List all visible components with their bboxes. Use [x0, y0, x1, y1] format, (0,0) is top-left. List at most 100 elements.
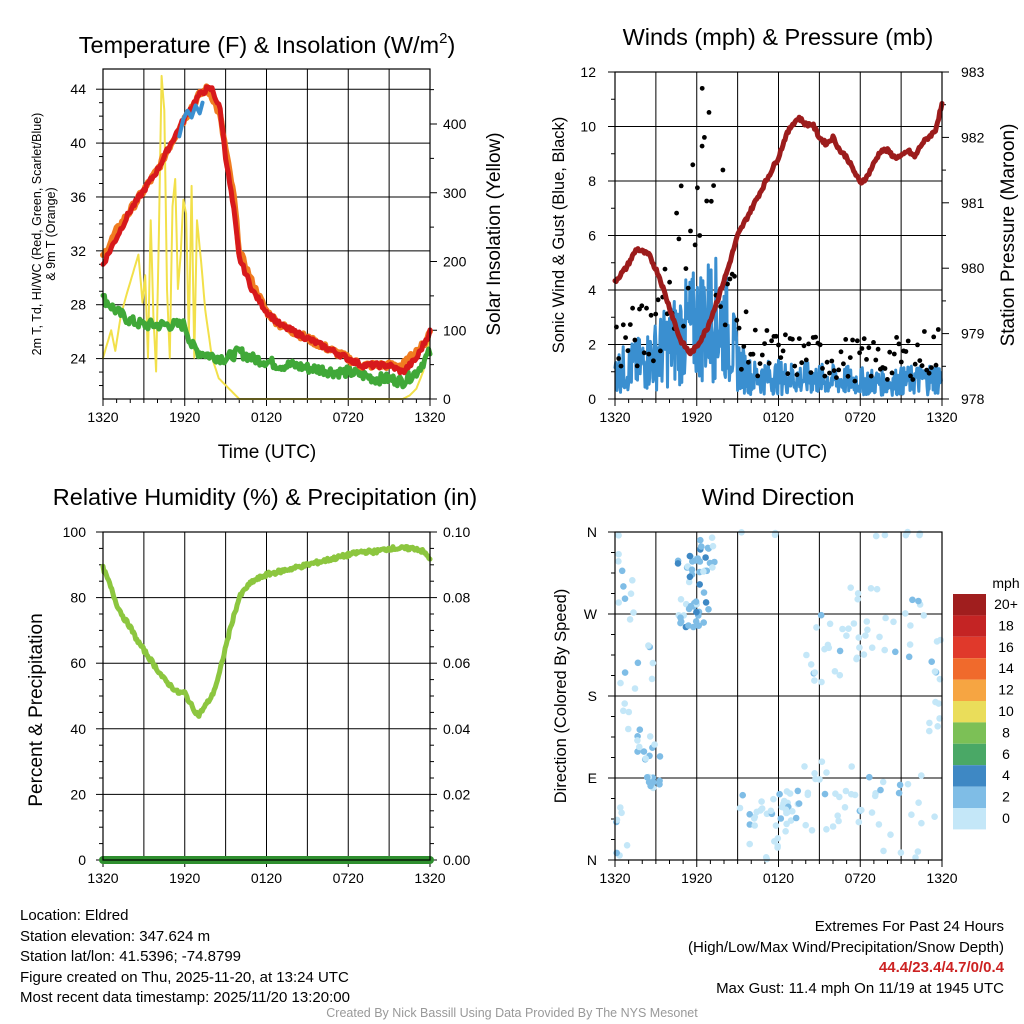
wind-direction-point [617, 679, 624, 687]
station-latlon: Station lat/lon: 41.5396; -74.8799 [20, 948, 242, 965]
legend-swatch [953, 786, 986, 808]
gust-point [776, 342, 781, 348]
wind-direction-point [617, 804, 624, 811]
wind-direction-point [811, 677, 818, 684]
gust-point [697, 233, 703, 238]
legend-swatch [953, 701, 986, 723]
wind-direction-point [770, 795, 777, 803]
wind-direction-point [823, 826, 830, 833]
x-tick-label: 1320 [926, 870, 957, 886]
gust-point [935, 327, 941, 332]
wind-direction-point [620, 707, 627, 715]
wind-direction-point [677, 614, 684, 621]
legend-swatch [953, 594, 986, 616]
wind-direction-point [694, 555, 702, 562]
wind-direction-point [636, 726, 644, 733]
wind-direction-point [688, 566, 696, 573]
y-tick-label-left: E [588, 770, 597, 786]
gust-point [755, 373, 761, 379]
gust-point [894, 335, 899, 340]
gust-point [651, 358, 656, 364]
gust-point [785, 371, 791, 377]
gust-point [796, 336, 802, 341]
gust-point [618, 363, 624, 369]
gust-point [817, 342, 823, 348]
x-tick-label: 0720 [845, 409, 876, 425]
wind-direction-point [630, 609, 637, 616]
y-tick-label-right: 981 [961, 195, 985, 211]
gust-point [871, 340, 876, 345]
wind-direction-point [690, 623, 697, 631]
max-gust-point [699, 85, 705, 91]
y-tick-label-left: 24 [70, 351, 86, 367]
gust-point [725, 281, 730, 287]
wind-direction-point [931, 813, 938, 820]
y-tick-label-right: 400 [443, 116, 467, 132]
wind-direction-point [854, 595, 861, 603]
wind-direction-point [613, 849, 620, 857]
wind-direction-point [792, 814, 800, 822]
wind-direction-point [774, 842, 781, 850]
temperature-panel: 1320 1920 0120 0720 1320 24 28 32 36 40 44 0 100 200 3… [30, 30, 505, 463]
wind-direction-point [697, 536, 704, 544]
legend-swatch [953, 743, 986, 766]
wind-direction-point [847, 584, 854, 591]
gust-point [757, 361, 763, 366]
gust-point [847, 355, 853, 360]
plot-frame [102, 531, 431, 861]
y-tick-label-right: 979 [961, 326, 985, 342]
gust-point [850, 337, 855, 343]
wind-direction-point [916, 530, 924, 537]
wind-direction-point [877, 786, 884, 794]
gust-point [910, 377, 916, 382]
gust-point [933, 362, 939, 368]
gust-point [820, 366, 825, 371]
wind-direction-point [918, 819, 925, 827]
wind-direction-point [618, 809, 625, 817]
y-tick-label-left: 4 [588, 282, 596, 298]
wind-direction-point [751, 822, 758, 829]
y-tick-label-left: 28 [70, 297, 86, 313]
wind-direction-point [692, 618, 700, 625]
wind-direction-point [896, 781, 904, 789]
legend-swatch [953, 658, 986, 680]
wind-direction-point [711, 558, 718, 566]
y-tick-label-left: 80 [70, 590, 86, 606]
wind-direction-point [625, 725, 632, 733]
wind-direction-point [698, 543, 705, 550]
wind-direction-point [649, 659, 657, 667]
gust-point [861, 336, 867, 342]
wind-direction-point [757, 807, 764, 814]
x-tick-label: 1320 [926, 409, 957, 425]
wind-direction-point [931, 668, 939, 675]
station-info: Location: Eldred Station elevation: 347.… [20, 906, 350, 1009]
wind-direction-point [902, 610, 909, 617]
y-tick-label-left: 0 [78, 852, 86, 868]
gust-point [720, 167, 726, 173]
gust-point [799, 360, 805, 366]
x-tick-label: 1320 [87, 870, 118, 886]
wind-direction-point [704, 544, 712, 552]
wind-direction-point [880, 847, 887, 855]
wind-direction-point [651, 741, 658, 748]
wind-direction-point [868, 644, 876, 651]
gust-point [644, 305, 649, 311]
wind-direction-point [804, 789, 812, 797]
wind-direction-point [832, 790, 839, 797]
gust-point [919, 363, 925, 369]
speed-legend: mph 20+ 18 16 14 12 10 8 6 4 2 0 [953, 575, 1020, 830]
wind-direction-point [808, 827, 816, 834]
gust-point [889, 370, 895, 376]
wind-direction-point [835, 817, 842, 825]
y-tick-label-left: 40 [70, 721, 86, 737]
gust-point [632, 337, 638, 343]
legend-swatch [953, 808, 986, 830]
x-tick-label: 0720 [333, 409, 364, 425]
wind-direction-point [636, 743, 643, 751]
y-tick-label-left: 8 [588, 173, 596, 189]
gust-point [695, 185, 700, 191]
wind-direction-point [674, 560, 682, 567]
wind-direction-point [645, 642, 652, 649]
